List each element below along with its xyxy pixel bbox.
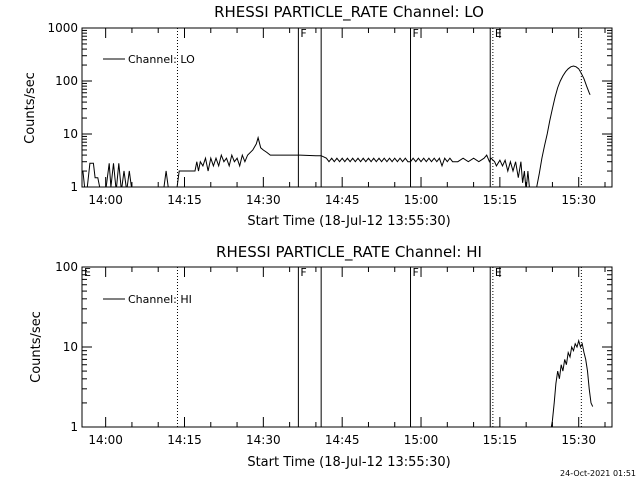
y-axis-label: Counts/sec <box>29 311 44 383</box>
x-tick-label: 15:30 <box>561 433 596 447</box>
y-tick-label: 100 <box>55 260 78 274</box>
legend: Channel: LO <box>103 53 195 66</box>
x-tick-label: 15:15 <box>483 193 518 207</box>
event-marker-label: F <box>413 266 419 279</box>
x-tick-label: 14:30 <box>246 433 281 447</box>
y-tick-label: 1000 <box>47 21 78 35</box>
x-tick-label: 14:30 <box>246 193 281 207</box>
hi-channel-panel: RHESSI PARTICLE_RATE Channel: HI Start T… <box>29 243 613 470</box>
event-marker-label: F <box>300 266 306 279</box>
x-tick-label: 14:00 <box>88 433 123 447</box>
event-marker-label: F <box>413 27 419 40</box>
panel-title: RHESSI PARTICLE_RATE Channel: LO <box>214 3 484 22</box>
lo-channel-panel: RHESSI PARTICLE_RATE Channel: LO Start T… <box>23 3 613 229</box>
x-tick-label: 15:00 <box>404 433 439 447</box>
x-tick-label: 14:15 <box>167 433 202 447</box>
x-tick-label: 14:15 <box>167 193 202 207</box>
event-marker-label: E <box>495 266 502 279</box>
x-tick-label: 14:00 <box>88 193 123 207</box>
x-tick-label: 15:30 <box>561 193 596 207</box>
legend-entry: Channel: HI <box>128 293 192 306</box>
x-tick-label: 15:15 <box>483 433 518 447</box>
x-tick-label: 14:45 <box>325 193 360 207</box>
y-tick-label: 10 <box>63 340 78 354</box>
legend-entry: Channel: LO <box>128 53 195 66</box>
x-tick-label: 15:00 <box>404 193 439 207</box>
y-tick-label: 10 <box>63 127 78 141</box>
legend: Channel: HI <box>103 293 192 306</box>
y-tick-label: 1 <box>70 420 78 434</box>
panel-title: RHESSI PARTICLE_RATE Channel: HI <box>216 243 482 262</box>
y-axis-label: Counts/sec <box>23 72 38 144</box>
x-axis-label: Start Time (18-Jul-12 13:55:30) <box>247 455 450 470</box>
y-tick-label: 100 <box>55 74 78 88</box>
y-tick-label: 1 <box>70 180 78 194</box>
x-tick-label: 14:45 <box>325 433 360 447</box>
series-line <box>550 338 594 427</box>
series-line <box>82 65 591 187</box>
x-axis-label: Start Time (18-Jul-12 13:55:30) <box>247 214 450 229</box>
plot-frame <box>81 27 613 188</box>
event-marker-label: F <box>300 27 306 40</box>
plot-timestamp: 24-Oct-2021 01:51 <box>560 469 636 478</box>
event-marker-label: E <box>84 266 91 279</box>
event-marker-label: E <box>495 27 502 40</box>
